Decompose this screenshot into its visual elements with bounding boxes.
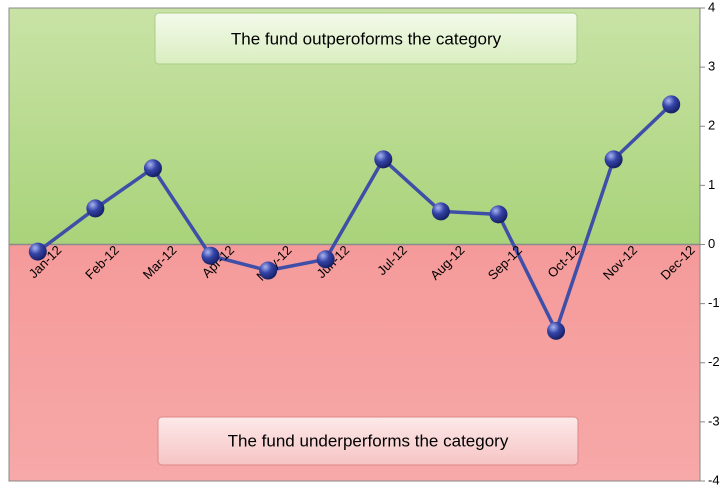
data-line bbox=[36, 103, 673, 333]
data-point bbox=[201, 246, 220, 265]
data-point bbox=[28, 242, 47, 261]
data-point bbox=[604, 150, 623, 169]
annotation: The fund underperforms the category bbox=[228, 431, 509, 450]
annotation: The fund outperoforms the category bbox=[231, 29, 502, 48]
y-tick-label: -4 bbox=[708, 472, 720, 486]
y-tick-label: -2 bbox=[708, 354, 720, 369]
data-point bbox=[431, 202, 450, 221]
data-point bbox=[143, 159, 162, 178]
y-tick-label: 1 bbox=[708, 177, 715, 192]
y-tick-label: -1 bbox=[708, 295, 720, 310]
y-tick-label: 4 bbox=[708, 0, 715, 14]
data-point bbox=[259, 261, 278, 280]
data-point bbox=[662, 95, 681, 114]
annotation-box bbox=[157, 416, 579, 466]
data-point bbox=[86, 199, 105, 218]
data-point bbox=[316, 250, 335, 269]
y-tick-label: -3 bbox=[708, 413, 720, 428]
data-point bbox=[374, 150, 393, 169]
y-tick-label: 3 bbox=[708, 59, 715, 74]
annotation-box bbox=[154, 12, 578, 65]
y-tick-label: 0 bbox=[708, 236, 715, 251]
y-tick-label: 2 bbox=[708, 118, 715, 133]
data-point bbox=[547, 321, 566, 340]
data-point bbox=[489, 205, 508, 224]
